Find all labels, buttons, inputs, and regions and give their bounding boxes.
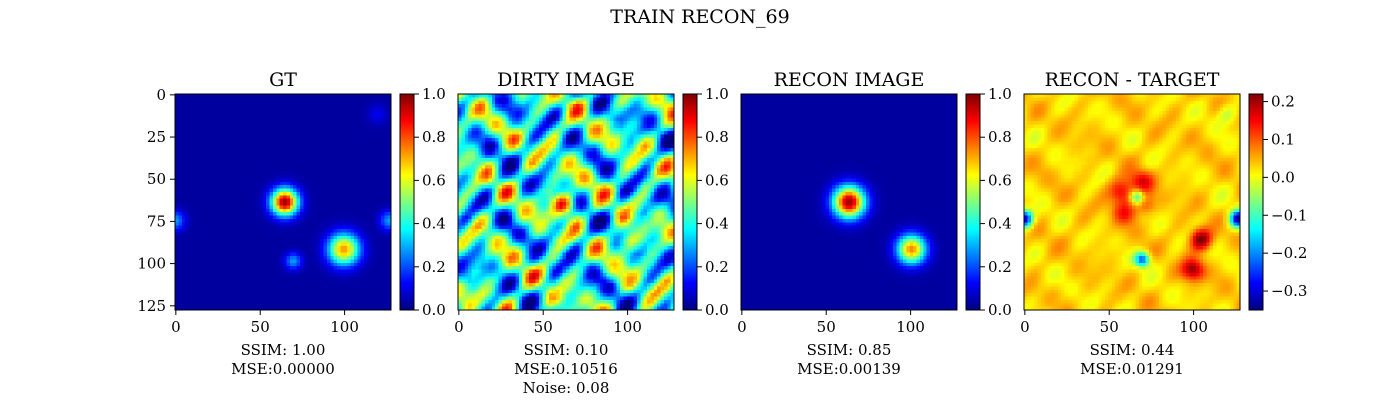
colorbar-tick-label: −0.1	[1271, 206, 1307, 224]
axes-frame	[174, 93, 392, 311]
axes-frame	[1023, 93, 1241, 311]
caption-line: SSIM: 1.00	[241, 341, 326, 359]
caption-line: MSE:0.00000	[231, 360, 335, 378]
colorbar-tick-label: −0.2	[1271, 244, 1307, 262]
caption-line: MSE:0.00139	[797, 360, 901, 378]
heatmap-image	[458, 94, 675, 311]
panel-2: DIRTY IMAGE 0 50 100 0.0 0.2 0.4 0.6 0.8 1.0 SSIM:…	[454, 69, 729, 397]
panel-1: GT 0 50 100 0 25 50 75 100 125 0.0 0.2 0.4 0.6 0.8 1.0 S…	[137, 69, 446, 378]
panel-title: RECON IMAGE	[774, 69, 925, 91]
colorbar	[965, 93, 981, 311]
colorbar-tick-label: 0.6	[705, 171, 729, 189]
colorbar-tick-label: 0.2	[705, 258, 729, 276]
colorbar	[682, 93, 698, 311]
caption-line: SSIM: 0.85	[807, 341, 892, 359]
colorbar-tick-label: 0.4	[705, 215, 729, 233]
colorbar-tick-label: −0.3	[1271, 282, 1307, 300]
panel-title: DIRTY IMAGE	[497, 69, 635, 91]
x-tick-label: 0	[454, 318, 464, 336]
colorbar	[399, 93, 415, 311]
panel-3: RECON IMAGE 0 50 100 0.0 0.2 0.4 0.6 0.8 1.0 SSIM:…	[737, 69, 1012, 378]
x-tick-label: 50	[817, 318, 836, 336]
colorbar-tick-label: 0.8	[422, 128, 446, 146]
colorbar-tick-label: 1.0	[705, 85, 729, 103]
x-tick-label: 50	[251, 318, 270, 336]
colorbar-tick-label: 1.0	[422, 85, 446, 103]
y-tick-label: 75	[147, 212, 166, 230]
caption-line: MSE:0.01291	[1080, 360, 1184, 378]
x-tick-label: 50	[1100, 318, 1119, 336]
axes-frame	[457, 93, 675, 311]
axes-frame	[740, 93, 958, 311]
panel-title: RECON - TARGET	[1045, 69, 1220, 91]
colorbar-tick-label: 0.0	[422, 301, 446, 319]
y-tick-label: 100	[137, 255, 166, 273]
colorbar-tick-label: 0.8	[705, 128, 729, 146]
y-tick-label: 0	[156, 86, 166, 104]
colorbar-tick-label: 0.4	[422, 215, 446, 233]
colorbar	[1248, 93, 1264, 311]
figure-title: TRAIN RECON_69	[610, 6, 790, 28]
x-tick-label: 100	[330, 318, 359, 336]
colorbar-tick-label: 0.1	[1271, 130, 1295, 148]
colorbar-tick-label: 0.0	[988, 301, 1012, 319]
caption-line: Noise: 0.08	[523, 379, 610, 397]
x-tick-label: 100	[613, 318, 642, 336]
y-tick-label: 50	[147, 170, 166, 188]
x-tick-label: 0	[1020, 318, 1030, 336]
x-tick-label: 0	[737, 318, 747, 336]
caption-line: MSE:0.10516	[514, 360, 618, 378]
colorbar-tick-label: 0.4	[988, 215, 1012, 233]
colorbar-tick-label: 0.2	[422, 258, 446, 276]
heatmap-image	[175, 94, 392, 311]
colorbar-tick-label: 0.0	[1271, 168, 1295, 186]
colorbar-tick-label: 0.0	[705, 301, 729, 319]
caption-line: SSIM: 0.10	[524, 341, 609, 359]
y-tick-label: 125	[137, 297, 166, 315]
y-tick-label: 25	[147, 128, 166, 146]
colorbar-tick-label: 0.8	[988, 128, 1012, 146]
colorbar-tick-label: 0.2	[988, 258, 1012, 276]
colorbar-tick-label: 1.0	[988, 85, 1012, 103]
x-tick-label: 100	[896, 318, 925, 336]
x-tick-label: 50	[534, 318, 553, 336]
colorbar-tick-label: 0.6	[422, 171, 446, 189]
heatmap-image	[741, 94, 958, 311]
heatmap-image	[1024, 94, 1241, 311]
x-tick-label: 0	[171, 318, 181, 336]
x-tick-label: 100	[1179, 318, 1208, 336]
panel-title: GT	[269, 69, 297, 91]
colorbar-tick-label: 0.2	[1271, 93, 1295, 111]
colorbar-tick-label: 0.6	[988, 171, 1012, 189]
panel-4: RECON - TARGET 0 50 100 −0.3 −0.2 −0.1 0.0 0.1 0.…	[1020, 69, 1307, 378]
caption-line: SSIM: 0.44	[1090, 341, 1175, 359]
